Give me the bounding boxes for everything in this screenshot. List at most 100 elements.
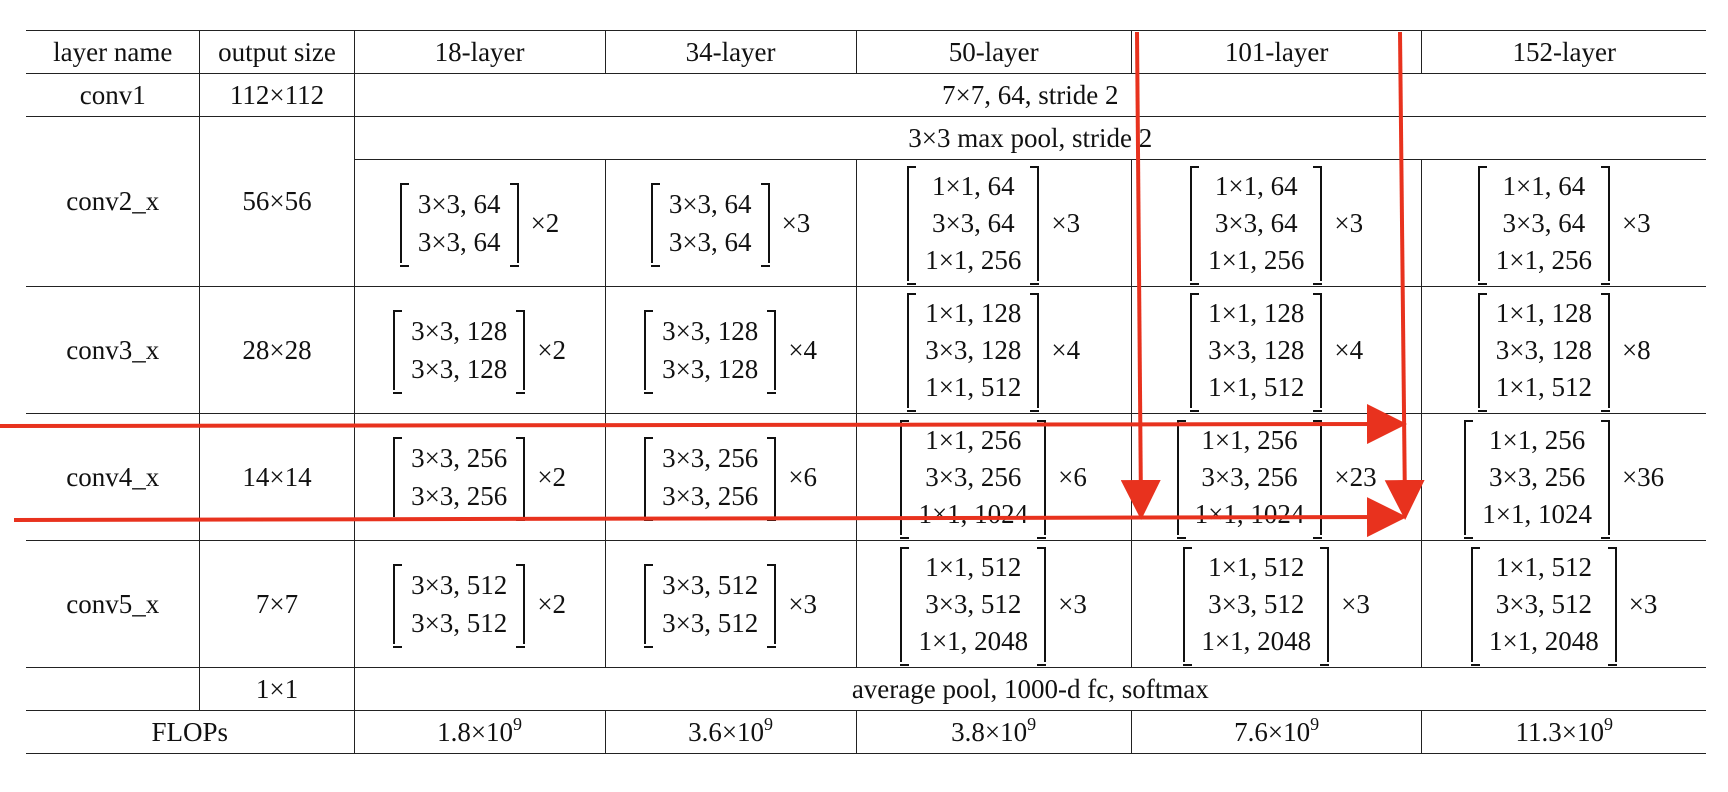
conv1-size: 112×112 bbox=[199, 73, 355, 117]
conv5-size: 7×7 bbox=[199, 540, 355, 668]
conv3-block-cell: 3×3, 128 3×3, 128 ×2 bbox=[354, 286, 606, 414]
block-matrix: 1×1, 64 3×3, 64 1×1, 256 bbox=[1477, 165, 1611, 285]
conv3-name: conv3_x bbox=[26, 286, 201, 414]
row-conv3: conv3_x 28×28 3×3, 128 3×3, 128 ×2 3×3, 128 3×… bbox=[26, 286, 1706, 414]
bracketed-block: 3×3, 512 3×3, 512 ×3 bbox=[644, 564, 818, 648]
flops-mantissa: 3.8×10 bbox=[951, 716, 1028, 747]
block-line: 1×1, 1024 bbox=[1482, 498, 1592, 529]
block-line: 1×1, 256 bbox=[925, 424, 1022, 455]
block-repeat: ×3 bbox=[781, 207, 811, 238]
flops-exponent: 9 bbox=[1310, 713, 1320, 734]
flops-exponent: 9 bbox=[764, 713, 774, 734]
block-matrix: 3×3, 64 3×3, 64 bbox=[399, 183, 519, 267]
header-34-layer: 34-layer bbox=[605, 30, 857, 74]
block-matrix: 1×1, 256 3×3, 256 1×1, 1024 bbox=[1464, 419, 1610, 539]
block-line: 3×3, 64 bbox=[668, 227, 752, 257]
block-line: 3×3, 512 bbox=[411, 570, 508, 600]
flops-label: FLOPs bbox=[26, 710, 355, 754]
block-line: 1×1, 512 bbox=[1495, 371, 1592, 402]
conv2-block-cell: 1×1, 64 3×3, 64 1×1, 256 ×3 bbox=[1421, 159, 1706, 287]
flops-mantissa: 7.6×10 bbox=[1234, 716, 1311, 747]
block-repeat: ×2 bbox=[530, 207, 560, 238]
block-line: 3×3, 64 bbox=[1502, 207, 1586, 238]
bracketed-block: 1×1, 64 3×3, 64 1×1, 256 ×3 bbox=[1477, 165, 1651, 285]
row-avgpool: 1×1 average pool, 1000-d fc, softmax bbox=[26, 667, 1706, 711]
block-matrix: 1×1, 64 3×3, 64 1×1, 256 bbox=[1190, 165, 1323, 285]
block-line: 3×3, 64 bbox=[1214, 207, 1298, 238]
block-line: 3×3, 128 bbox=[1208, 334, 1305, 365]
conv4-block-cell: 3×3, 256 3×3, 256 ×2 bbox=[354, 413, 606, 541]
resnet-architecture-table: layer name output size 18-layer 34-layer… bbox=[26, 30, 1706, 754]
flops-152: 11.3×109 bbox=[1421, 710, 1706, 754]
conv4-name: conv4_x bbox=[26, 413, 201, 541]
bracketed-block: 1×1, 512 3×3, 512 1×1, 2048 ×3 bbox=[900, 546, 1087, 666]
header-50-layer: 50-layer bbox=[856, 30, 1132, 74]
block-repeat: ×3 bbox=[788, 588, 818, 619]
conv4-size: 14×14 bbox=[199, 413, 355, 541]
flops-50: 3.8×109 bbox=[856, 710, 1132, 754]
block-matrix: 3×3, 64 3×3, 64 bbox=[650, 183, 770, 267]
conv3-block-cell: 1×1, 128 3×3, 128 1×1, 512 ×4 bbox=[856, 286, 1132, 414]
bracketed-block: 3×3, 512 3×3, 512 ×2 bbox=[393, 564, 566, 648]
block-repeat: ×3 bbox=[1621, 207, 1651, 238]
conv5-block-cell: 1×1, 512 3×3, 512 1×1, 2048 ×3 bbox=[1131, 540, 1423, 668]
bracketed-block: 1×1, 128 3×3, 128 1×1, 512 ×4 bbox=[907, 292, 1081, 412]
bracketed-block: 1×1, 128 3×3, 128 1×1, 512 ×4 bbox=[1190, 292, 1364, 412]
bracketed-block: 1×1, 256 3×3, 256 1×1, 1024 ×6 bbox=[900, 419, 1087, 539]
block-line: 1×1, 128 bbox=[1495, 297, 1592, 328]
block-line: 3×3, 256 bbox=[411, 443, 508, 473]
conv2-block-cell: 3×3, 64 3×3, 64 ×3 bbox=[605, 159, 857, 287]
block-line: 3×3, 256 bbox=[662, 443, 759, 473]
block-line: 1×1, 128 bbox=[1208, 297, 1305, 328]
block-repeat: ×3 bbox=[1058, 588, 1087, 619]
conv2-size: 56×56 bbox=[199, 116, 355, 287]
avgpool-spec: average pool, 1000-d fc, softmax bbox=[354, 667, 1706, 711]
block-matrix: 3×3, 512 3×3, 512 bbox=[644, 564, 777, 648]
block-line: 3×3, 128 bbox=[1495, 334, 1592, 365]
conv3-size: 28×28 bbox=[199, 286, 355, 414]
flops-34: 3.6×109 bbox=[605, 710, 857, 754]
block-matrix: 3×3, 256 3×3, 256 bbox=[644, 437, 777, 521]
block-line: 1×1, 512 bbox=[1208, 551, 1305, 582]
flops-exponent: 9 bbox=[513, 713, 523, 734]
conv5-block-cell: 1×1, 512 3×3, 512 1×1, 2048 ×3 bbox=[856, 540, 1132, 668]
block-matrix: 1×1, 512 3×3, 512 1×1, 2048 bbox=[900, 546, 1047, 666]
block-line: 3×3, 128 bbox=[662, 316, 759, 346]
block-line: 3×3, 512 bbox=[1208, 588, 1305, 619]
block-line: 1×1, 256 bbox=[1495, 244, 1592, 275]
block-line: 1×1, 512 bbox=[1495, 551, 1592, 582]
conv4-block-cell: 1×1, 256 3×3, 256 1×1, 1024 ×23 bbox=[1131, 413, 1423, 541]
block-repeat: ×4 bbox=[1334, 334, 1364, 365]
bracketed-block: 3×3, 128 3×3, 128 ×2 bbox=[393, 310, 566, 394]
block-repeat: ×4 bbox=[1051, 334, 1081, 365]
flops-101: 7.6×109 bbox=[1131, 710, 1423, 754]
flops-exponent: 9 bbox=[1603, 713, 1613, 734]
row-conv2: 3×3, 64 3×3, 64 ×2 3×3, 64 3×3, 64 ×3 1×1, 64 3… bbox=[26, 159, 1706, 287]
bracketed-block: 1×1, 256 3×3, 256 1×1, 1024 ×23 bbox=[1176, 419, 1377, 539]
block-matrix: 1×1, 128 3×3, 128 1×1, 512 bbox=[1190, 292, 1323, 412]
block-repeat: ×4 bbox=[788, 334, 818, 365]
row-conv1: conv1 112×112 7×7, 64, stride 2 bbox=[26, 73, 1706, 117]
block-matrix: 1×1, 128 3×3, 128 1×1, 512 bbox=[1477, 292, 1611, 412]
header-101-layer: 101-layer bbox=[1131, 30, 1423, 74]
flops-mantissa: 11.3×10 bbox=[1515, 716, 1604, 747]
block-line: 3×3, 512 bbox=[925, 588, 1022, 619]
bracketed-block: 3×3, 256 3×3, 256 ×2 bbox=[393, 437, 566, 521]
block-matrix: 3×3, 128 3×3, 128 bbox=[393, 310, 526, 394]
conv5-block-cell: 1×1, 512 3×3, 512 1×1, 2048 ×3 bbox=[1421, 540, 1706, 668]
conv3-block-cell: 1×1, 128 3×3, 128 1×1, 512 ×4 bbox=[1131, 286, 1423, 414]
flops-exponent: 9 bbox=[1027, 713, 1037, 734]
avgpool-size: 1×1 bbox=[199, 667, 355, 711]
block-line: 1×1, 256 bbox=[1488, 424, 1586, 455]
block-repeat: ×6 bbox=[788, 461, 818, 492]
block-line: 1×1, 2048 bbox=[1201, 625, 1312, 656]
block-matrix: 3×3, 256 3×3, 256 bbox=[393, 437, 526, 521]
conv4-block-cell: 1×1, 256 3×3, 256 1×1, 1024 ×36 bbox=[1421, 413, 1706, 541]
block-line: 3×3, 512 bbox=[411, 608, 508, 638]
block-line: 3×3, 256 bbox=[411, 481, 508, 511]
block-matrix: 1×1, 64 3×3, 64 1×1, 256 bbox=[907, 165, 1040, 285]
block-matrix: 3×3, 128 3×3, 128 bbox=[644, 310, 777, 394]
block-repeat: ×3 bbox=[1341, 588, 1370, 619]
conv2-block-cell: 1×1, 64 3×3, 64 1×1, 256 ×3 bbox=[856, 159, 1132, 287]
conv2-name: conv2_x bbox=[26, 116, 201, 287]
